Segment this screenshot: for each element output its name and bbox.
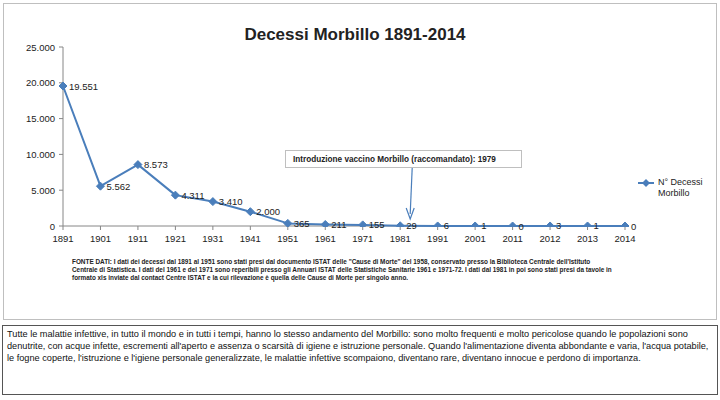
y-tick-label: 15.000 — [26, 113, 55, 124]
x-tick — [175, 226, 176, 230]
data-label: 365 — [294, 218, 310, 229]
annotation-arrowhead — [406, 208, 414, 219]
point — [471, 222, 479, 227]
caption: Tutte le malattie infettive, in tutto il… — [2, 325, 718, 395]
title: Decessi Morbillo 1891-2014 — [244, 25, 466, 44]
y-tick-label: 0 — [50, 221, 55, 232]
y-tick-label: 25.000 — [26, 42, 55, 53]
x-tick-label: 1921 — [165, 233, 186, 244]
x-tick-label: 1911 — [128, 233, 148, 244]
chart-frame — [4, 4, 717, 320]
point — [59, 82, 67, 90]
data-label: 5.562 — [106, 181, 130, 192]
x-tick-label: 2013 — [577, 233, 598, 244]
y-tick — [59, 118, 63, 119]
point — [396, 222, 404, 227]
data-label: 4.311 — [181, 190, 204, 201]
x-tick — [63, 226, 64, 230]
source-note: FONTE DATI: I dati dei decessi dal 1891 … — [72, 258, 617, 283]
data-label: 3.410 — [219, 196, 243, 207]
data-label: 2.000 — [256, 206, 280, 217]
data-label: 0 — [519, 221, 524, 232]
point — [284, 219, 292, 227]
x-tick — [137, 226, 138, 230]
data-label: 155 — [369, 219, 385, 230]
y-tick-label: 5.000 — [31, 185, 55, 196]
x-tick-label: 1891 — [52, 233, 73, 244]
point — [359, 221, 367, 227]
point — [209, 198, 217, 206]
point — [321, 220, 329, 227]
y-tick — [59, 226, 63, 227]
series-line — [63, 86, 625, 226]
x-tick — [212, 226, 213, 230]
x-tick-label: 1901 — [90, 233, 111, 244]
annotation-box — [286, 151, 522, 168]
y-tick — [59, 154, 63, 155]
x-tick-label: 1971 — [352, 233, 373, 244]
legend-entry: N° Decessi Morbillo — [658, 177, 718, 199]
x-tick-label: 1951 — [277, 233, 298, 244]
plot-area — [59, 82, 629, 227]
data-label: 211 — [331, 219, 346, 230]
y-tick-label: 10.000 — [26, 149, 55, 160]
point — [584, 222, 592, 227]
annotation: Introduzione vaccino Morbillo (raccomand… — [293, 155, 496, 164]
data-label: 19.551 — [69, 81, 98, 92]
point — [509, 222, 517, 227]
point — [96, 182, 104, 190]
data-label: 1 — [481, 220, 486, 231]
x-tick — [250, 226, 251, 230]
data-label: 1 — [594, 220, 599, 231]
point — [134, 161, 142, 169]
data-label: 0 — [631, 221, 636, 232]
x-tick-label: 1981 — [390, 233, 411, 244]
x-tick-label: 2001 — [465, 233, 486, 244]
data-label: 3 — [556, 220, 561, 231]
x-tick — [100, 226, 101, 230]
point — [246, 208, 254, 216]
data-label: 29 — [406, 220, 417, 231]
y-tick-label: 20.000 — [26, 77, 55, 88]
x-tick-label: 2014 — [614, 233, 635, 244]
point — [621, 222, 629, 227]
x-tick-label: 2012 — [539, 233, 560, 244]
point — [171, 191, 179, 199]
legend-marker — [642, 179, 650, 187]
y-tick — [59, 47, 63, 48]
data-label: 6 — [444, 220, 449, 231]
x-tick-label: 1961 — [315, 233, 336, 244]
x-tick-label: 1941 — [240, 233, 261, 244]
data-label: 8.573 — [144, 159, 168, 170]
annotation-arrow — [410, 168, 412, 214]
y-tick — [59, 190, 63, 191]
y-axis — [63, 47, 64, 226]
chart: Decessi Morbillo 1891-201405.00010.00015… — [0, 0, 720, 322]
x-tick-label: 1991 — [427, 233, 448, 244]
x-tick-label: 2011 — [502, 233, 522, 244]
point — [434, 222, 442, 227]
point — [546, 222, 554, 227]
x-tick-label: 1931 — [202, 233, 223, 244]
data-labels: 19.551 5.562 8.573 4.311 3.410 2.000 365 211 155… — [69, 81, 636, 232]
